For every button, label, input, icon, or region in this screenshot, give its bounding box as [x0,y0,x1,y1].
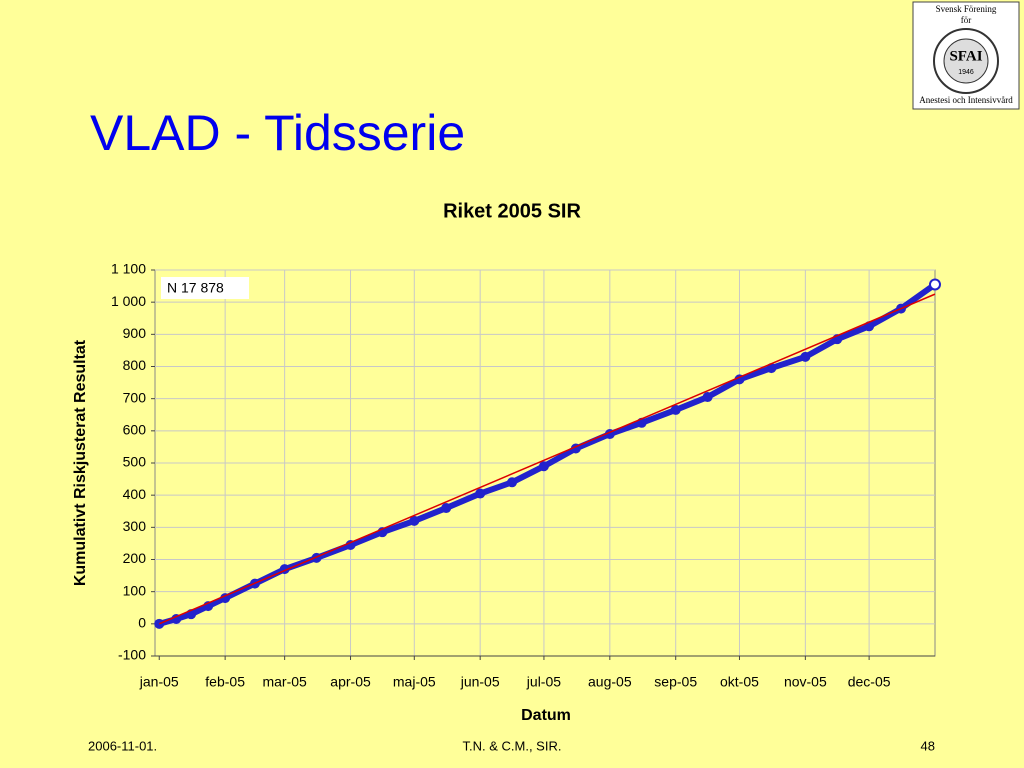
x-tick-label: jun-05 [460,674,500,690]
x-tick-label: jan-05 [139,674,179,690]
y-axis-label: Kumulativt Riskjusterat Resultat [72,339,89,586]
data-point [538,461,549,472]
x-tick-label: sep-05 [654,674,697,690]
y-tick-label: 300 [123,518,147,534]
chart-title: Riket 2005 SIR [443,200,581,222]
x-tick-label: feb-05 [205,674,245,690]
footer-authors: T.N. & C.M., SIR. [463,738,562,753]
y-tick-label: 700 [123,389,147,405]
y-tick-label: 400 [123,486,147,502]
y-tick-label: -100 [118,647,146,663]
x-tick-label: jul-05 [526,674,561,690]
footer-page: 48 [921,738,935,753]
slide-title: VLAD - Tidsserie [90,105,465,161]
y-tick-label: 0 [138,615,146,631]
y-tick-label: 200 [123,550,147,566]
data-point [800,351,811,362]
data-point [929,278,941,291]
data-point [702,392,713,403]
y-tick-label: 900 [123,325,147,341]
y-tick-label: 1 100 [111,261,146,277]
annotation: N 17 878 [167,280,224,296]
x-tick-label: maj-05 [393,674,436,690]
x-axis-label: Datum [521,707,571,724]
annotation-box [161,277,249,299]
y-tick-label: 800 [123,357,147,373]
y-tick-label: 600 [123,422,147,438]
trend-line [158,293,936,625]
logo-text: Svensk Förening [936,4,997,14]
logo-text: Anestesi och Intensivvård [919,95,1013,105]
logo-emblem: SFAI [949,48,982,64]
x-tick-label: nov-05 [784,674,827,690]
logo-year: 1946 [958,69,974,76]
data-point [475,488,486,499]
logo-ring [943,38,989,84]
x-tick-label: apr-05 [330,674,371,690]
y-tick-label: 500 [123,454,147,470]
data-point [409,515,420,526]
x-tick-label: dec-05 [848,674,891,690]
logo: Svensk Förening för SFAI 1946 Anestesi o… [912,1,1020,110]
data-point [670,404,681,415]
x-tick-label: aug-05 [588,674,632,690]
y-tick-label: 100 [123,582,147,598]
x-tick-label: mar-05 [262,674,307,690]
data-point [441,503,452,514]
data-point [507,477,518,488]
logo-text: för [961,15,972,25]
y-tick-label: 1 000 [111,293,146,309]
x-tick-label: okt-05 [720,674,759,690]
footer-date: 2006-11-01. [88,738,157,753]
